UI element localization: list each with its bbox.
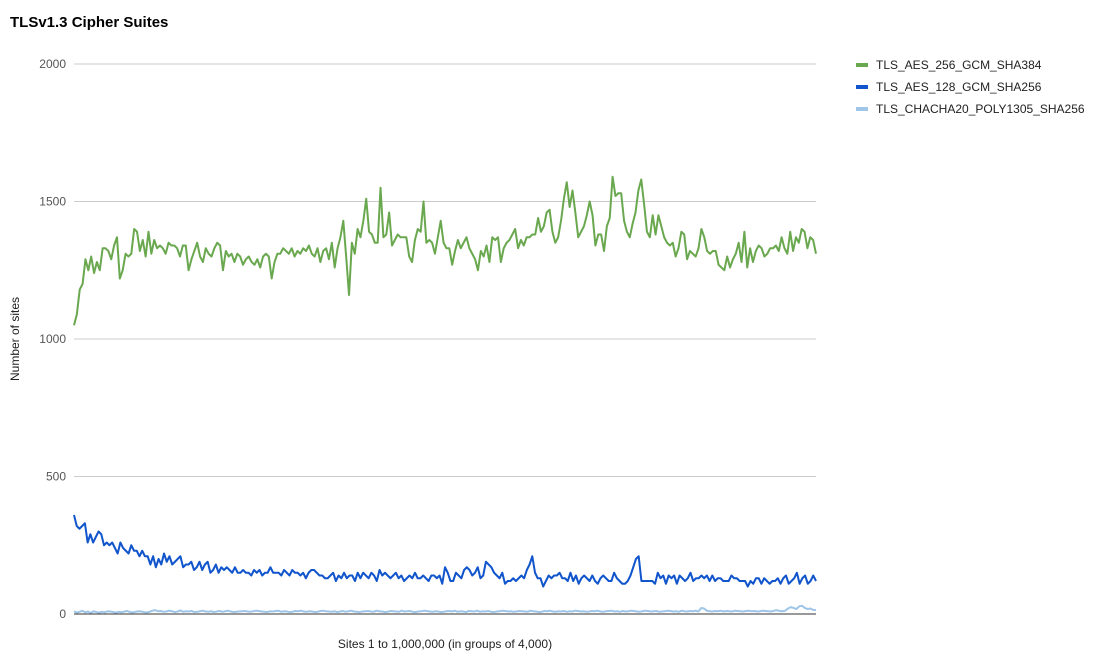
x-axis-label: Sites 1 to 1,000,000 (in groups of 4,000…: [338, 637, 552, 651]
series-line-tls-aes-128-gcm-sha256: [73, 514, 817, 588]
legend-label: TLS_CHACHA20_POLY1305_SHA256: [876, 102, 1085, 116]
legend-swatch: [856, 107, 868, 111]
y-tick-label: 0: [59, 607, 66, 621]
y-axis-label: Number of sites: [8, 297, 22, 381]
series-line-tls-aes-256-gcm-sha384: [73, 175, 817, 326]
legend: TLS_AES_256_GCM_SHA384 TLS_AES_128_GCM_SH…: [856, 56, 1085, 122]
legend-label: TLS_AES_128_GCM_SHA256: [876, 80, 1042, 94]
y-tick-label: 1500: [39, 195, 66, 209]
legend-swatch: [856, 63, 868, 67]
chart-title: TLSv1.3 Cipher Suites: [10, 14, 169, 31]
series-lines: [73, 175, 817, 614]
legend-item[interactable]: TLS_AES_128_GCM_SHA256: [856, 78, 1085, 96]
legend-item[interactable]: TLS_CHACHA20_POLY1305_SHA256: [856, 100, 1085, 118]
y-axis-ticks: 0 500 1000 1500 2000: [39, 57, 66, 621]
series-line-tls-chacha20-poly1305-sha256: [73, 604, 817, 614]
y-tick-label: 500: [46, 470, 66, 484]
y-tick-label: 2000: [39, 57, 66, 71]
legend-item[interactable]: TLS_AES_256_GCM_SHA384: [856, 56, 1085, 74]
legend-swatch: [856, 85, 868, 89]
y-tick-label: 1000: [39, 332, 66, 346]
legend-label: TLS_AES_256_GCM_SHA384: [876, 58, 1042, 72]
gridlines: [74, 63, 816, 477]
